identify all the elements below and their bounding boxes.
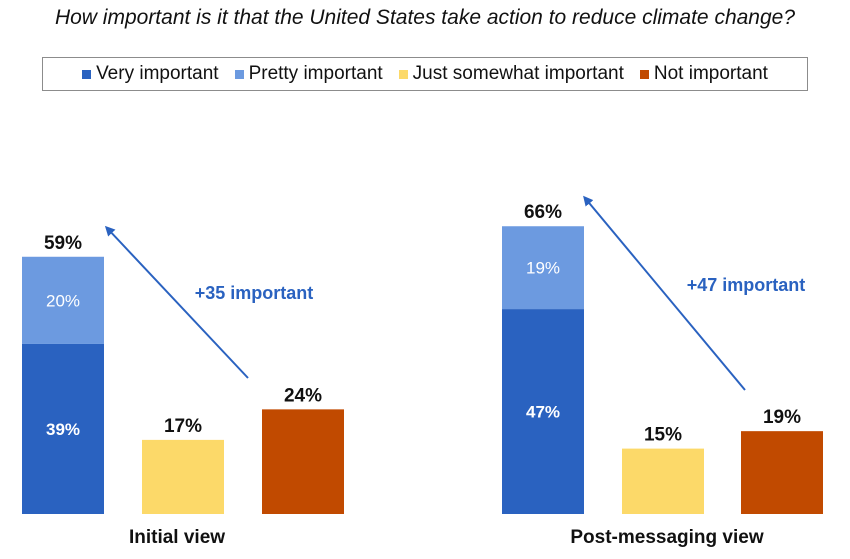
change-arrow-1 bbox=[583, 195, 746, 391]
legend-swatch-not-important bbox=[639, 69, 649, 79]
legend-swatch-very-important bbox=[82, 69, 92, 79]
chart-title: How important is it that the United Stat… bbox=[54, 6, 796, 29]
legend-label-pretty-important: Pretty important bbox=[248, 63, 383, 84]
legend-item-very-important: Very important bbox=[82, 63, 219, 85]
legend: Very important Pretty important Just som… bbox=[42, 57, 808, 91]
legend-swatch-somewhat-important bbox=[398, 69, 408, 79]
chart-subtitle-0: Initial view bbox=[129, 527, 225, 548]
bar-1-2-segment-0 bbox=[741, 431, 823, 514]
change-arrow-0 bbox=[104, 225, 249, 379]
bar-0-1-segment-0 bbox=[142, 439, 224, 514]
legend-item-somewhat-important: Just somewhat important bbox=[398, 63, 624, 85]
segment-label-0-0-1: 20% bbox=[46, 291, 80, 310]
bar-1-1-segment-0 bbox=[622, 448, 704, 514]
legend-label-very-important: Very important bbox=[96, 63, 219, 84]
bar-0-0-segment-1 bbox=[22, 256, 104, 344]
bar-total-label-0-1: 17% bbox=[164, 416, 202, 437]
change-annotation-0: +35 important bbox=[195, 283, 314, 303]
segment-label-0-0-0: 39% bbox=[46, 420, 80, 439]
legend-label-somewhat-important: Just somewhat important bbox=[412, 63, 624, 84]
bar-0-0-segment-0 bbox=[22, 343, 104, 514]
bar-total-label-0-0: 59% bbox=[44, 233, 82, 254]
change-annotation-1: +47 important bbox=[687, 275, 806, 295]
legend-swatch-pretty-important bbox=[234, 69, 244, 79]
chart-subtitle-1: Post-messaging view bbox=[570, 527, 763, 548]
bar-0-2-segment-0 bbox=[262, 409, 344, 514]
bar-1-0-segment-1 bbox=[502, 226, 584, 310]
bar-total-label-1-1: 15% bbox=[644, 425, 682, 446]
segment-label-1-0-0: 47% bbox=[526, 403, 560, 422]
bar-1-0-segment-0 bbox=[502, 309, 584, 514]
legend-label-not-important: Not important bbox=[653, 63, 768, 84]
bar-total-label-1-0: 66% bbox=[524, 202, 562, 223]
bar-total-label-0-2: 24% bbox=[284, 385, 322, 406]
legend-item-pretty-important: Pretty important bbox=[234, 63, 383, 85]
segment-label-1-0-1: 19% bbox=[526, 259, 560, 278]
legend-item-not-important: Not important bbox=[639, 63, 768, 85]
bar-total-label-1-2: 19% bbox=[763, 407, 801, 428]
